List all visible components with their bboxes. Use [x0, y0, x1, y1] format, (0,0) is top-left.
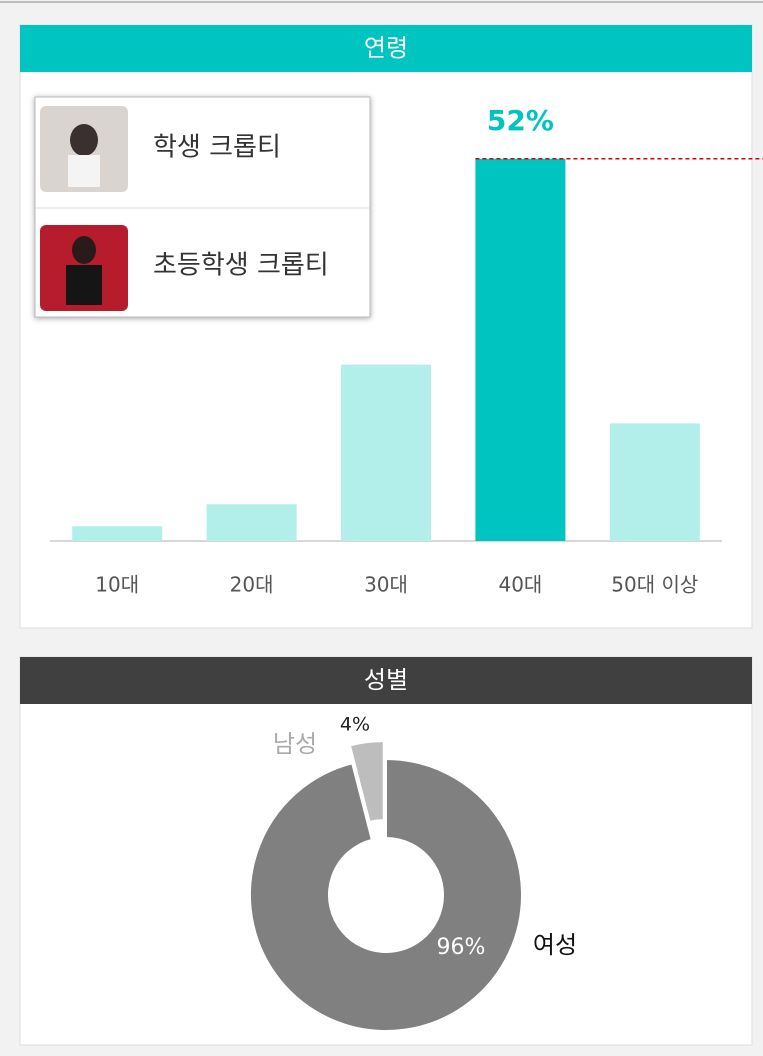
- gender-header: [20, 657, 752, 704]
- bar: [72, 526, 163, 541]
- value-label: 4%: [340, 714, 370, 736]
- product-name[interactable]: 초등학생 크롭티: [153, 251, 329, 281]
- x-tick-label: 40대: [498, 573, 542, 597]
- x-tick-label: 30대: [364, 573, 408, 597]
- bar: [206, 504, 297, 541]
- bar: [609, 423, 700, 541]
- x-tick-label: 10대: [95, 573, 139, 597]
- product-name[interactable]: 학생 크롭티: [153, 133, 281, 163]
- gender-title: 성별: [364, 666, 408, 694]
- value-label: 96%: [437, 935, 486, 960]
- category-label: 여성: [533, 931, 577, 959]
- age-title: 연령: [364, 34, 408, 62]
- category-label: 남성: [273, 730, 317, 758]
- product-image-figure: [66, 265, 102, 305]
- x-tick-label: 50대 이상: [611, 573, 698, 597]
- pie-slice: [249, 757, 523, 1032]
- product-image-figure: [70, 124, 98, 156]
- bar: [341, 364, 431, 541]
- value-label: 52%: [487, 104, 554, 137]
- age-header: [20, 25, 752, 72]
- pie-slice: [348, 740, 385, 824]
- product-image-figure: [72, 236, 96, 264]
- product-image-figure: [68, 155, 100, 187]
- x-tick-label: 20대: [230, 573, 274, 597]
- bar: [475, 158, 566, 542]
